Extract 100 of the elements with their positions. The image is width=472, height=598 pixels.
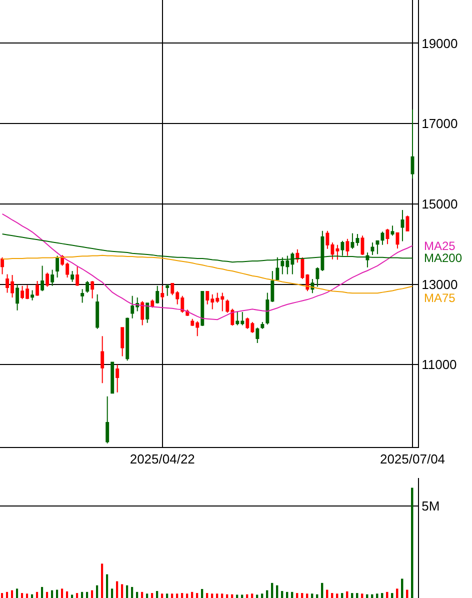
candlestick <box>76 266 80 286</box>
candlestick <box>156 285 160 304</box>
bar <box>286 592 288 598</box>
bar <box>156 591 158 598</box>
bar <box>376 594 378 598</box>
candlestick <box>110 361 114 394</box>
series-label: MA75 <box>424 291 456 305</box>
x-tick-label: 2025/07/04 <box>380 452 446 467</box>
y-tick-label: 17000 <box>422 116 458 132</box>
bar <box>11 590 14 598</box>
bar <box>76 593 78 598</box>
bar <box>196 593 198 598</box>
bar <box>241 594 244 598</box>
candlestick <box>146 302 150 324</box>
candlestick <box>50 269 54 286</box>
y-tick-label: 5M <box>422 498 440 514</box>
candlestick <box>256 327 260 344</box>
candlestick <box>120 326 124 357</box>
candlestick <box>356 234 360 246</box>
candlestick <box>36 280 40 296</box>
bar <box>201 588 204 598</box>
bar <box>411 488 414 598</box>
candlestick <box>410 108 414 180</box>
bar <box>141 592 144 598</box>
bar <box>81 592 84 598</box>
bar <box>211 594 214 598</box>
bar <box>331 593 334 598</box>
candlestick <box>350 232 354 250</box>
bar <box>221 594 224 598</box>
bar <box>291 592 294 598</box>
bar <box>361 594 364 598</box>
bar <box>146 594 148 598</box>
bar <box>276 585 278 598</box>
bar <box>181 593 184 598</box>
bar <box>171 594 174 598</box>
bar <box>66 591 68 598</box>
candlestick <box>390 225 394 236</box>
bar <box>216 594 218 598</box>
bar <box>51 590 54 598</box>
candlestick <box>86 280 90 294</box>
bar <box>186 594 188 598</box>
bar <box>306 594 308 598</box>
bar <box>101 564 104 598</box>
candlestick <box>56 255 60 278</box>
candlestick <box>400 209 404 242</box>
candlestick <box>0 256 4 275</box>
candlestick <box>166 284 170 296</box>
bar <box>391 593 394 598</box>
candlestick <box>16 284 20 311</box>
bar <box>16 588 18 598</box>
bar <box>71 594 74 598</box>
line-series <box>2 254 413 294</box>
bar <box>61 588 64 598</box>
y-tick-label: 11000 <box>422 357 457 372</box>
candlestick <box>346 238 350 256</box>
series-label: MA25 <box>424 239 456 253</box>
candlestick <box>40 265 44 292</box>
bar <box>136 592 138 598</box>
bar <box>121 584 124 598</box>
y-tick-label: 19000 <box>422 36 458 51</box>
bar <box>106 574 108 598</box>
bar <box>311 594 314 598</box>
bar <box>236 594 238 598</box>
candlestick <box>116 364 120 393</box>
x-tick-label: 2025/04/22 <box>130 452 195 467</box>
bar <box>1 593 4 598</box>
bar <box>256 594 258 598</box>
bar <box>326 590 328 598</box>
candlestick <box>106 396 110 444</box>
bar <box>26 594 28 598</box>
bar <box>91 590 94 598</box>
bar <box>176 594 178 598</box>
bar <box>301 593 304 598</box>
candlestick <box>100 336 104 384</box>
bar <box>401 578 404 598</box>
candlestick <box>30 290 34 301</box>
bar <box>296 593 298 598</box>
bar <box>151 593 154 598</box>
bar <box>31 594 34 598</box>
bar <box>336 594 338 598</box>
candlestick <box>140 300 144 326</box>
bar <box>396 588 398 598</box>
bar <box>161 594 164 598</box>
candlestick <box>386 228 390 245</box>
y-tick-label: 13000 <box>422 276 458 292</box>
candlestick <box>200 290 204 327</box>
candlestick <box>126 317 130 362</box>
candlestick <box>90 280 94 299</box>
bar <box>351 593 354 598</box>
bar <box>56 590 58 598</box>
bar <box>46 592 48 598</box>
bar <box>266 590 268 598</box>
candlestick <box>80 288 84 304</box>
bar <box>206 593 208 598</box>
candlestick <box>380 231 384 246</box>
bar <box>261 594 264 598</box>
bar <box>6 592 8 598</box>
candlestick <box>160 285 164 300</box>
bar <box>341 593 344 598</box>
line-series <box>2 213 413 320</box>
